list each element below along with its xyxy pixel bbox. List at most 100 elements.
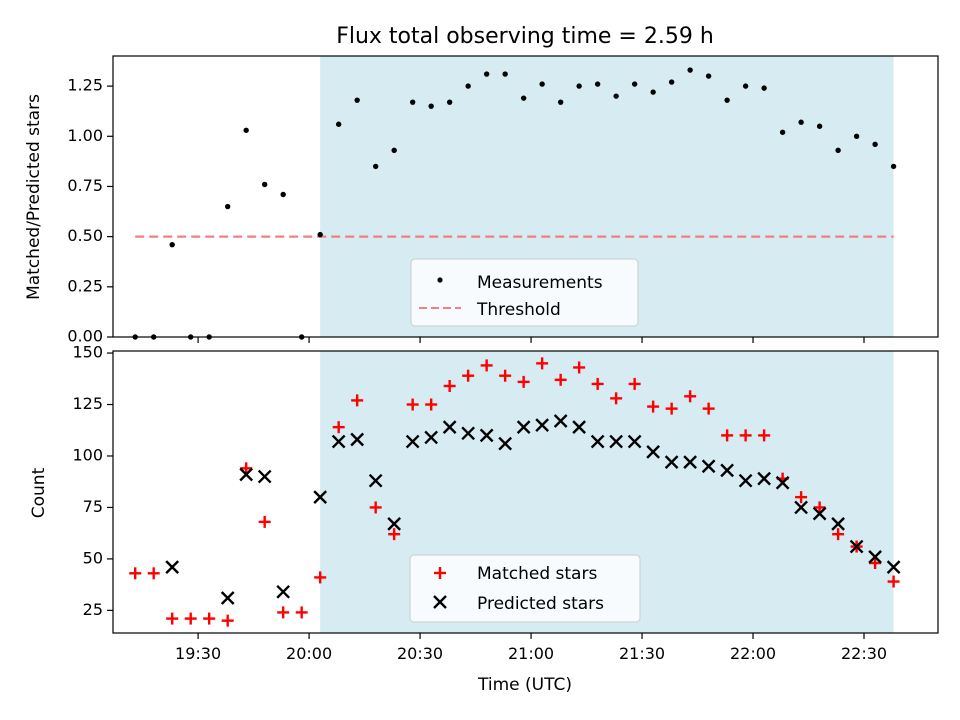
predicted-star-point	[812, 506, 827, 521]
matched-star-point	[425, 398, 438, 411]
matched-star-point	[388, 528, 401, 541]
measurement-point	[668, 79, 675, 85]
matched-star-point	[832, 528, 845, 541]
predicted-star-point	[165, 560, 180, 574]
measurement-point	[816, 123, 823, 129]
predicted-star-point	[461, 426, 476, 441]
predicted-star-point	[720, 463, 734, 478]
bottom-x-axis-ticks: 19:30 20:00 20:30 21:00 21:30 22:00 22:30	[175, 633, 887, 663]
y-tick-label: 1.00	[67, 126, 103, 145]
y-tick-label: 150	[72, 343, 103, 362]
x-tick-label: 21:30	[619, 644, 665, 663]
predicted-star-point	[590, 434, 605, 449]
legend-label-threshold: Threshold	[476, 300, 561, 320]
predicted-star-point	[220, 591, 235, 605]
matched-star-point	[258, 515, 271, 528]
matched-star-point	[647, 400, 660, 413]
predicted-star-point	[257, 469, 272, 484]
predicted-star-point	[831, 517, 845, 531]
y-tick-label: 50	[83, 548, 103, 567]
measurement-point	[724, 97, 730, 103]
predicted-star-point	[479, 428, 494, 443]
predicted-star-point	[331, 434, 346, 449]
predicted-star-point	[664, 455, 679, 470]
predicted-star-point	[405, 434, 420, 449]
measurement-point	[224, 203, 231, 210]
x-axis-label: Time (UTC)	[477, 675, 572, 695]
measurement-point	[261, 181, 268, 188]
y-tick-label: 0.25	[67, 276, 103, 295]
y-tick-label: 0.75	[67, 176, 103, 195]
matched-star-point	[351, 394, 364, 407]
measurement-point	[372, 163, 379, 170]
predicted-star-point	[239, 467, 254, 482]
x-tick-label: 21:00	[508, 644, 554, 663]
matched-star-point	[166, 612, 179, 625]
predicted-star-point	[276, 584, 291, 599]
predicted-star-point	[849, 539, 864, 554]
matched-star-point	[203, 612, 216, 625]
matched-star-point	[499, 369, 512, 382]
y-tick-label: 75	[83, 497, 103, 516]
measurement-point	[631, 81, 638, 87]
matched-star-point	[573, 361, 586, 374]
legend-marker-matched-stars	[434, 567, 446, 579]
legend-marker-measurements	[437, 277, 443, 283]
measurement-point	[853, 133, 860, 139]
y-tick-label: 0.00	[67, 327, 103, 346]
matched-star-point	[240, 462, 253, 475]
matched-star-point	[813, 501, 826, 514]
top-axes-frame	[112, 55, 939, 338]
matched-star-point	[591, 377, 604, 390]
matched-star-point	[739, 429, 752, 442]
predicted-star-point	[868, 549, 882, 564]
matched-stars-series	[129, 357, 900, 627]
measurement-point	[650, 89, 656, 95]
measurement-point	[428, 103, 434, 109]
matched-star-point	[721, 429, 734, 442]
measurement-point	[835, 147, 841, 154]
top-panel: 0.00 0.25 0.50 0.75 1.00 1.25 Matched/Predict…	[24, 55, 939, 346]
measurement-point	[280, 191, 286, 198]
bottom-y-axis-ticks: 25 50 75 100 125 150	[72, 343, 113, 619]
predicted-star-point	[424, 430, 439, 445]
predicted-star-point	[627, 434, 642, 449]
predicted-star-point	[646, 445, 660, 459]
predicted-star-point	[498, 436, 513, 451]
top-legend: Measurements Threshold	[410, 258, 639, 327]
measurement-point	[465, 83, 471, 89]
measurement-point	[798, 119, 804, 125]
matched-star-point	[554, 373, 567, 386]
predicted-star-point	[572, 420, 586, 435]
predicted-star-point	[794, 500, 808, 515]
y-tick-label: 100	[72, 445, 103, 464]
x-tick-label: 22:00	[730, 644, 776, 663]
matched-star-point	[887, 575, 900, 588]
measurement-point	[705, 73, 712, 79]
predicted-star-point	[683, 455, 697, 470]
matched-star-point	[758, 429, 771, 442]
measurement-point	[779, 129, 786, 135]
measurement-point	[354, 97, 360, 103]
measurement-point	[594, 81, 601, 87]
matched-star-point	[610, 392, 623, 405]
measurement-point	[761, 85, 767, 91]
top-y-axis-ticks: 0.00 0.25 0.50 0.75 1.00 1.25	[67, 76, 113, 346]
predicted-star-point	[553, 414, 568, 428]
measurement-point	[613, 93, 619, 99]
matched-star-point	[295, 606, 308, 619]
predicted-star-point	[701, 459, 716, 474]
legend-marker-predicted-stars	[433, 595, 447, 609]
measurement-point	[409, 99, 416, 105]
chart-title: Flux total observing time = 2.59 h	[336, 24, 714, 49]
matched-star-point	[129, 567, 142, 580]
measurement-point	[687, 67, 693, 73]
measurement-point	[742, 83, 749, 89]
matched-star-point	[462, 369, 475, 382]
predicted-star-point	[516, 420, 531, 435]
predicted-star-point	[313, 490, 328, 504]
x-tick-label: 20:30	[397, 644, 443, 663]
top-y-axis-label: Matched/Predicted stars	[24, 94, 44, 300]
matched-star-point	[184, 612, 197, 625]
matched-star-point	[628, 377, 641, 390]
